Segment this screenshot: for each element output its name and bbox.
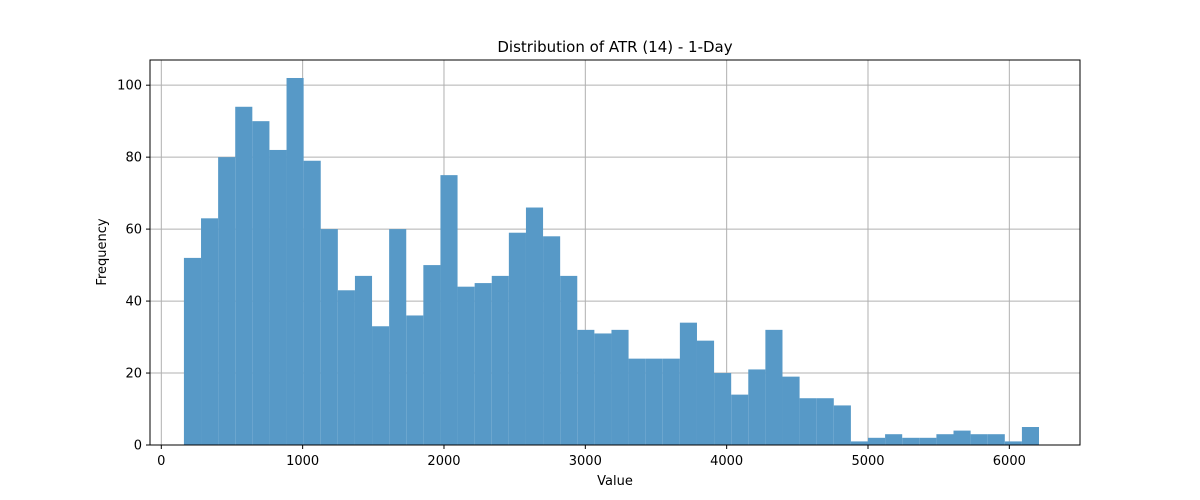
x-axis-label: Value	[597, 474, 633, 489]
histogram-bar	[440, 175, 458, 445]
histogram-bar	[354, 275, 373, 445]
histogram-bar	[508, 232, 526, 445]
y-tick-label: 40	[125, 295, 142, 310]
histogram-bar	[679, 322, 697, 445]
histogram-bar	[594, 333, 612, 445]
histogram-bar	[474, 283, 492, 445]
histogram-bar	[303, 160, 321, 445]
chart-title: Distribution of ATR (14) - 1-Day	[497, 38, 732, 56]
x-tick-label: 2000	[427, 454, 460, 469]
histogram-bar	[867, 437, 886, 445]
x-tick-label: 6000	[993, 454, 1026, 469]
plot-frame	[149, 59, 1081, 446]
y-tick-label: 80	[125, 151, 142, 166]
histogram-bar	[782, 376, 800, 445]
histogram-bar	[337, 290, 355, 445]
histogram-bar	[201, 218, 219, 445]
histogram-bar	[320, 229, 338, 445]
histogram-bar	[611, 329, 629, 445]
histogram-bar	[919, 437, 937, 445]
y-tick-label: 100	[117, 79, 142, 94]
histogram-bar	[252, 121, 270, 446]
histogram-bar	[406, 315, 424, 445]
histogram-bar	[850, 441, 868, 445]
histogram-bar	[560, 275, 578, 445]
y-tick-label: 0	[134, 439, 142, 454]
bars-layer	[183, 77, 1040, 446]
histogram-bar	[662, 358, 680, 445]
histogram-bar	[389, 229, 407, 445]
histogram-bar	[183, 257, 202, 445]
histogram-bar	[543, 236, 561, 445]
histogram-bar	[902, 437, 920, 445]
histogram-bar	[218, 157, 236, 445]
x-tick-label: 4000	[710, 454, 743, 469]
x-tick-label: 1000	[286, 454, 319, 469]
histogram-bar	[372, 326, 390, 445]
histogram-bar	[457, 286, 475, 445]
histogram-bar	[235, 106, 253, 446]
histogram-bar	[423, 265, 441, 445]
histogram-bar	[987, 434, 1005, 445]
histogram-bar	[1004, 441, 1022, 445]
histogram-bar	[731, 394, 749, 445]
histogram-bar	[765, 329, 783, 445]
histogram-bar	[525, 207, 544, 445]
histogram-bar	[799, 398, 817, 445]
histogram-bar	[714, 373, 732, 445]
histogram-bar	[286, 77, 304, 445]
ticks-layer: 0 1000 2000 3000 4000 5000 6000 0 20 40 60 80 100	[117, 79, 1026, 469]
histogram-bar	[970, 434, 988, 445]
histogram-bar	[885, 434, 903, 445]
histogram-bar	[748, 369, 766, 445]
histogram-bar	[833, 405, 851, 445]
histogram-bar	[628, 358, 646, 445]
histogram-bar	[1021, 427, 1040, 445]
y-tick-label: 60	[125, 223, 142, 238]
histogram-bar	[696, 340, 715, 445]
histogram-bar	[491, 275, 509, 445]
histogram-bar	[645, 358, 663, 445]
x-tick-label: 0	[157, 454, 165, 469]
x-tick-label: 3000	[569, 454, 602, 469]
histogram-bar	[816, 398, 834, 445]
y-tick-label: 20	[125, 367, 142, 382]
histogram-bar	[953, 430, 971, 445]
y-axis-label: Frequency	[95, 218, 110, 285]
histogram-bar	[577, 329, 595, 445]
x-tick-label: 5000	[851, 454, 884, 469]
histogram-bar	[936, 434, 954, 445]
histogram-bar	[269, 149, 287, 445]
